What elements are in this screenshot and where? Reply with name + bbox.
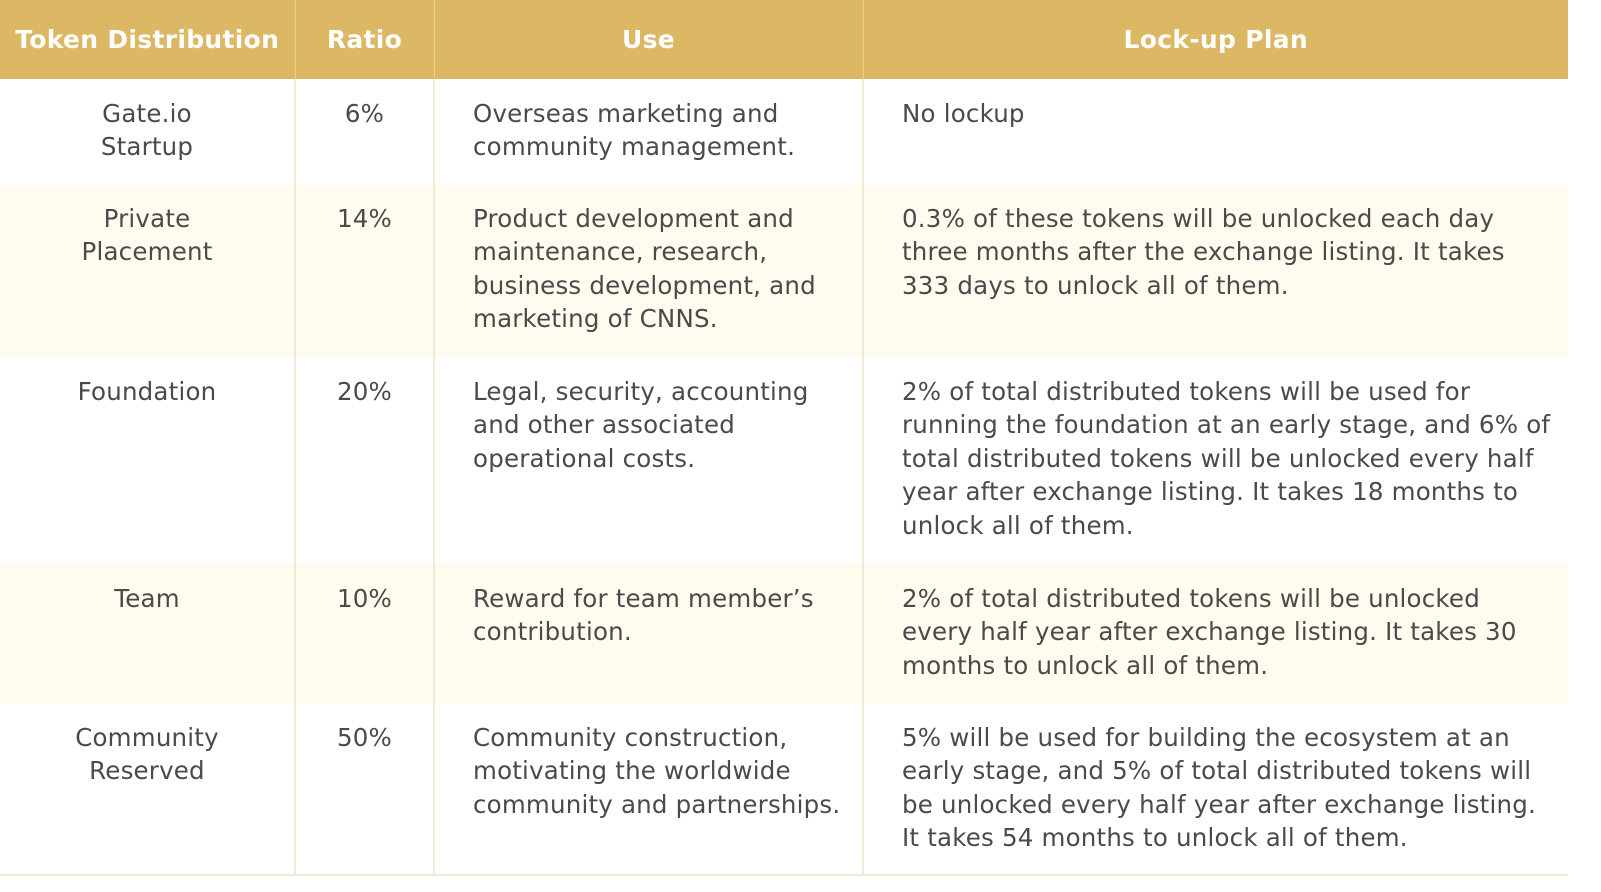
distribution-cell: Team — [0, 564, 295, 703]
distribution-cell: Gate.io Startup — [0, 79, 295, 184]
header-row: Token Distribution Ratio Use Lock-up Pla… — [0, 0, 1568, 79]
distribution-line: Foundation — [77, 377, 217, 406]
table-row: Gate.io Startup 6% Overseas marketing an… — [0, 79, 1568, 184]
ratio-cell: 14% — [294, 184, 434, 357]
ratio-cell: 50% — [294, 703, 434, 875]
distribution-line: Gate.io — [102, 99, 192, 128]
use-cell: Overseas marketing and community managem… — [433, 79, 863, 184]
header-lockup-plan: Lock-up Plan — [862, 0, 1568, 79]
header-use: Use — [433, 0, 863, 79]
distribution-line: Team — [114, 584, 180, 613]
lockup-plan-cell: 2% of total distributed tokens will be u… — [862, 564, 1568, 703]
distribution-cell: Community Reserved — [0, 703, 295, 875]
table-header: Token Distribution Ratio Use Lock-up Pla… — [0, 0, 1568, 79]
lockup-plan-cell: 2% of total distributed tokens will be u… — [862, 357, 1568, 564]
distribution-cell: Foundation — [0, 357, 295, 564]
table-bottom-rule — [0, 874, 1568, 876]
lockup-plan-cell: No lockup — [862, 79, 1568, 184]
token-distribution-table: Token Distribution Ratio Use Lock-up Pla… — [0, 0, 1568, 875]
header-ratio: Ratio — [294, 0, 434, 79]
table-body: Gate.io Startup 6% Overseas marketing an… — [0, 79, 1568, 875]
use-cell: Legal, security, accounting and other as… — [433, 357, 863, 564]
lockup-plan-cell: 0.3% of these tokens will be unlocked ea… — [862, 184, 1568, 357]
distribution-line: Startup — [100, 132, 194, 162]
distribution-line: Community — [75, 723, 219, 752]
ratio-cell: 6% — [294, 79, 434, 184]
table-row: Private Placement 14% Product developmen… — [0, 184, 1568, 357]
use-cell: Reward for team member’s contribution. — [433, 564, 863, 703]
distribution-line: Placement — [81, 237, 213, 267]
distribution-cell: Private Placement — [0, 184, 295, 357]
distribution-line: Private — [103, 204, 191, 233]
ratio-cell: 20% — [294, 357, 434, 564]
table-row: Foundation 20% Legal, security, accounti… — [0, 357, 1568, 564]
table-row: Community Reserved 50% Community constru… — [0, 703, 1568, 875]
table-row: Team 10% Reward for team member’s contri… — [0, 564, 1568, 703]
header-token-distribution: Token Distribution — [0, 0, 295, 79]
use-cell: Community construction, motivating the w… — [433, 703, 863, 875]
distribution-line: Reserved — [89, 756, 205, 786]
ratio-cell: 10% — [294, 564, 434, 703]
lockup-plan-cell: 5% will be used for building the ecosyst… — [862, 703, 1568, 875]
use-cell: Product development and maintenance, res… — [433, 184, 863, 357]
